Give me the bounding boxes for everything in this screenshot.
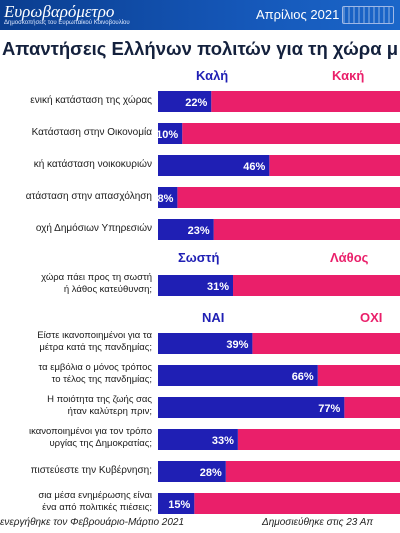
row-label: Η ποιότητα της ζωής σας ήταν καλύτερη πρι… bbox=[47, 394, 152, 417]
bar-positive bbox=[158, 91, 212, 112]
data-label: 31% bbox=[207, 281, 229, 293]
bar-positive bbox=[158, 333, 253, 354]
data-label: 15% bbox=[168, 499, 190, 511]
brand-title: Ευρωβαρόμετρο bbox=[4, 2, 115, 21]
bar-positive bbox=[158, 461, 226, 482]
footer-left: ενεργήθηκε τον Φεβρουάριο-Μάρτιο 2021 bbox=[0, 517, 185, 528]
bar-negative bbox=[237, 429, 400, 450]
section-header-positive: Σωστή bbox=[178, 250, 220, 265]
bar-positive bbox=[158, 493, 195, 514]
brand-subtitle: Δημοσκοπήσεις του Ευρωπαϊκού Κοινοβουλίο… bbox=[4, 20, 130, 26]
bar-negative bbox=[269, 155, 400, 176]
bar-positive bbox=[158, 155, 270, 176]
section-header-positive: Καλή bbox=[196, 68, 229, 83]
data-label: 8% bbox=[157, 193, 173, 205]
bar-positive bbox=[158, 429, 238, 450]
data-label: 39% bbox=[226, 339, 248, 351]
section-header-negative: Κακή bbox=[332, 68, 365, 83]
footer-right: Δημοσιεύθηκε στις 23 Απ bbox=[262, 517, 374, 528]
row-label: ενική κατάσταση της χώρας bbox=[30, 95, 152, 106]
bar-positive bbox=[158, 187, 178, 208]
row-label: τα εμβόλια ο μόνος τρόπος το τέλος της πα… bbox=[38, 362, 152, 385]
section-header-negative: Λάθος bbox=[330, 250, 369, 265]
data-label: 22% bbox=[185, 97, 207, 109]
row-label: σια μέσα ενημέρωσης είναι ένα από πολιτικ… bbox=[38, 490, 152, 513]
section-header-negative: ΟΧΙ bbox=[360, 310, 383, 325]
row-label: Κατάσταση στην Οικονομία bbox=[31, 127, 152, 138]
chart-title: Απαντήσεις Ελλήνων πολιτών για τη χώρα μ bbox=[1, 38, 399, 59]
data-label: 23% bbox=[188, 225, 210, 237]
bar-negative bbox=[182, 123, 400, 144]
bar-positive bbox=[158, 365, 318, 386]
bar-positive bbox=[158, 123, 183, 144]
section-header-positive: ΝΑΙ bbox=[202, 310, 225, 325]
bar-positive bbox=[158, 397, 345, 418]
row-label: ατάσταση στην απασχόληση bbox=[25, 191, 152, 202]
bar-negative bbox=[211, 91, 400, 112]
row-label: Είστε ικανοποιημένοι για τα μέτρα κατά τη… bbox=[37, 330, 152, 353]
row-label: κή κατάσταση νοικοκυριών bbox=[33, 159, 152, 170]
data-label: 10% bbox=[156, 129, 178, 141]
bar-negative bbox=[177, 187, 400, 208]
bar-negative bbox=[317, 365, 400, 386]
row-label: πιστεύεστε την Κυβέρνηση; bbox=[30, 465, 152, 476]
header-banner: Ευρωβαρόμετρο Δημοσκοπήσεις του Ευρωπαϊκ… bbox=[0, 0, 400, 30]
bar-negative bbox=[233, 275, 400, 296]
bar-positive bbox=[158, 275, 234, 296]
bar-negative bbox=[344, 397, 400, 418]
eu-parliament-logo-icon bbox=[342, 6, 394, 24]
data-label: 33% bbox=[212, 435, 234, 447]
row-label: ικανοποιημένοι για τον τρόπο υργίας της Δ… bbox=[28, 426, 152, 449]
data-label: 77% bbox=[318, 403, 340, 415]
row-label: χώρα πάει προς τη σωστή ή λάθος κατεύθυνσ… bbox=[41, 272, 152, 295]
data-label: 66% bbox=[292, 371, 314, 383]
bar-negative bbox=[252, 333, 400, 354]
bar-negative bbox=[194, 493, 400, 514]
data-label: 28% bbox=[200, 467, 222, 479]
bar-positive bbox=[158, 219, 214, 240]
bar-negative bbox=[213, 219, 400, 240]
row-label: οχή Δημόσιων Υπηρεσιών bbox=[35, 223, 152, 234]
data-label: 46% bbox=[243, 161, 265, 173]
header-date: Απρίλιος 2021 bbox=[256, 7, 340, 22]
bar-negative bbox=[225, 461, 400, 482]
